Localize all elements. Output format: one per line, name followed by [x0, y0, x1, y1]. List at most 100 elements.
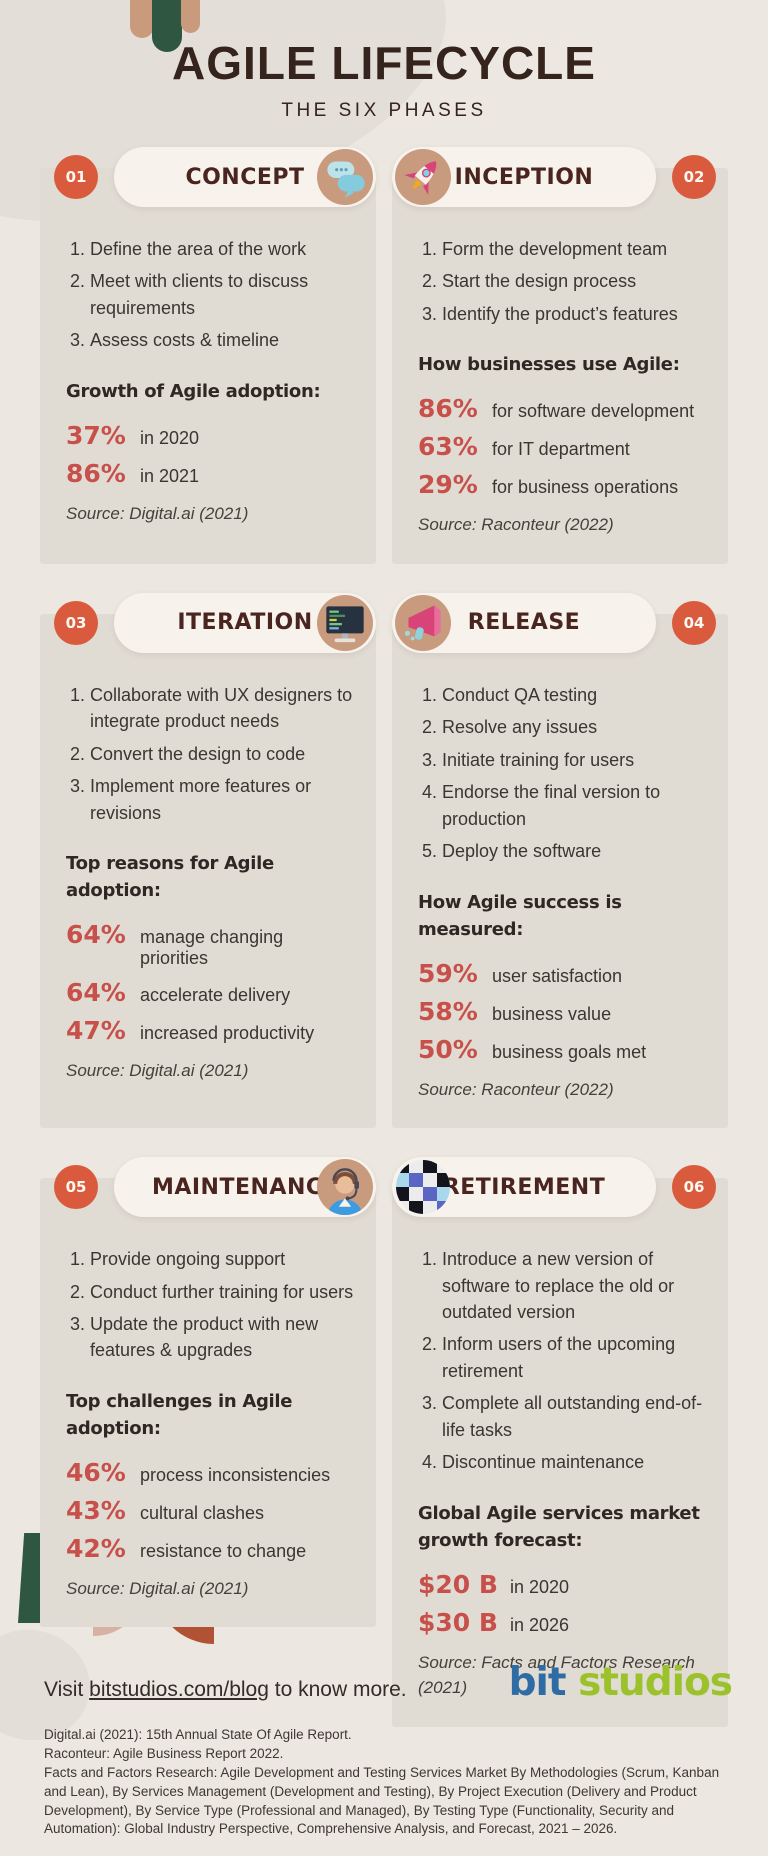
code-screen-icon [317, 594, 373, 651]
page-subtitle: THE SIX PHASES [281, 100, 487, 121]
row-1: 01 CONCEPT Define the area of the work M… [40, 147, 728, 564]
stat-label: for business operations [492, 477, 679, 498]
phase-number-badge: 05 [54, 1165, 98, 1210]
stat-label: resistance to change [140, 1540, 307, 1561]
phase-pill: INCEPTION [392, 147, 656, 207]
stat-label: for software development [492, 401, 695, 422]
row-3: 05 MAINTENANCE Provide ongoing support C… [40, 1157, 728, 1727]
steps-list: Provide ongoing support Conduct further … [66, 1246, 354, 1364]
stat-item: 58% business value [418, 997, 706, 1026]
leaf-shape-tan-1 [130, 0, 154, 38]
steps-list: Conduct QA testing Resolve any issues In… [418, 682, 706, 865]
step-item: Identify the product’s features [442, 301, 706, 327]
source-note: Source: Raconteur (2022) [418, 1079, 614, 1099]
stat-label: cultural clashes [140, 1502, 265, 1523]
stat-item: 64% accelerate delivery [66, 978, 354, 1007]
phase-number-badge: 03 [54, 600, 98, 645]
stat-value: 50% [418, 1034, 478, 1064]
stat-label: in 2020 [140, 427, 200, 448]
step-item: Complete all outstanding end-of-life tas… [442, 1390, 706, 1443]
stat-value: 86% [418, 394, 478, 424]
phase-number: 05 [65, 1178, 87, 1197]
megaphone-icon [395, 594, 451, 651]
logo-studios: studios [578, 1660, 733, 1705]
stat-heading: Global Agile services market growth fore… [418, 1502, 700, 1551]
card-retirement: RETIREMENT 06 Introduce a new version of… [392, 1157, 728, 1727]
step-item: Define the area of the work [90, 236, 354, 262]
stat-value: 43% [66, 1495, 126, 1525]
stat-value: 58% [418, 996, 478, 1026]
stat-value: 42% [66, 1533, 126, 1563]
steps-list: Define the area of the work Meet with cl… [66, 236, 354, 354]
stats-list: 37% in 2020 86% in 2021 [66, 421, 354, 488]
steps-list: Form the development team Start the desi… [418, 236, 706, 327]
source-note: Source: Facts and Factors Research (2021… [418, 1652, 695, 1698]
stats-list: 46% process inconsistencies 43% cultural c… [66, 1458, 354, 1563]
footnote-item: Digital.ai (2021): 15th Annual State Of … [44, 1727, 352, 1742]
step-item: Assess costs & timeline [90, 327, 354, 353]
step-item: Meet with clients to discuss requirement… [90, 268, 354, 321]
card-iteration: 03 ITERATION Collaborate with UX designe… [40, 592, 376, 1129]
card-maintenance: 05 MAINTENANCE Provide ongoing support C… [40, 1157, 376, 1628]
step-item: Discontinue maintenance [442, 1449, 706, 1475]
stat-value: $20 B [418, 1569, 498, 1599]
chat-icon [317, 149, 373, 205]
card-release-header: RELEASE 04 [392, 592, 728, 653]
stat-item: 47% increased productivity [66, 1016, 354, 1045]
stat-label: business goals met [492, 1041, 647, 1062]
stat-item: 29% for business operations [418, 470, 706, 499]
stat-item: 64% manage changing priorities [66, 920, 354, 969]
row-2: 03 ITERATION Collaborate with UX designe… [40, 592, 728, 1129]
stat-label: accelerate delivery [140, 985, 291, 1006]
stat-label: for IT department [492, 439, 630, 460]
phase-title: INCEPTION [454, 164, 594, 190]
phase-title: ITERATION [177, 610, 313, 636]
stat-value: 37% [66, 420, 126, 450]
blog-link[interactable]: bitstudios.com/blog [89, 1678, 269, 1701]
stat-item: 42% resistance to change [66, 1534, 354, 1563]
stat-value: 46% [66, 1457, 126, 1487]
card-release: RELEASE 04 Conduct QA testing Resolve an… [392, 592, 728, 1129]
source-note: Source: Raconteur (2022) [418, 515, 614, 535]
phase-number: 03 [65, 613, 87, 632]
checkered-flag-icon [395, 1159, 451, 1215]
stat-item: 37% in 2020 [66, 421, 354, 450]
footnote-item: Raconteur: Agile Business Report 2022. [44, 1745, 284, 1761]
phase-title: MAINTENANCE [151, 1174, 339, 1200]
stat-item: 59% user satisfaction [418, 959, 706, 988]
page-title: AGILE LIFECYCLE [172, 37, 596, 89]
card-retirement-header: RETIREMENT 06 [392, 1157, 728, 1218]
stat-heading: How businesses use Agile: [418, 354, 680, 376]
card-concept-header: 01 CONCEPT [40, 147, 376, 207]
stat-item: 50% business goals met [418, 1035, 706, 1064]
card-inception: INCEPTION 02 Form the development team S… [392, 147, 728, 564]
stats-list: 64% manage changing priorities 64% acceler… [66, 920, 354, 1045]
step-item: Conduct further training for users [90, 1279, 354, 1305]
step-item: Deploy the software [442, 838, 706, 864]
stat-heading: Top challenges in Agile adoption: [66, 1390, 293, 1439]
rocket-icon [395, 149, 451, 205]
phase-number: 01 [65, 168, 87, 186]
phase-number: 02 [683, 168, 705, 186]
stat-label: business value [492, 1003, 612, 1024]
step-item: Resolve any issues [442, 714, 706, 740]
card-maintenance-header: 05 MAINTENANCE [40, 1157, 376, 1218]
stat-value: $30 B [418, 1607, 498, 1637]
stat-label: user satisfaction [492, 965, 623, 986]
visit-suffix: to know more. [268, 1678, 407, 1701]
phase-number-badge: 02 [672, 155, 716, 199]
brand-logo: bit studios [509, 1660, 733, 1705]
phase-pill: MAINTENANCE [114, 1157, 376, 1218]
phase-number-badge: 01 [54, 155, 98, 199]
stat-value: 29% [418, 470, 478, 500]
step-item: Implement more features or revisions [90, 773, 354, 826]
source-note: Source: Digital.ai (2021) [66, 1061, 249, 1081]
stats-list: 86% for software development 63% for IT de… [418, 394, 706, 499]
phase-title: CONCEPT [185, 164, 305, 190]
phase-number-badge: 06 [672, 1165, 716, 1210]
stat-item: $30 B in 2026 [418, 1608, 706, 1637]
phase-number-badge: 04 [672, 600, 716, 645]
step-item: Start the design process [442, 268, 706, 294]
steps-list: Collaborate with UX designers to integra… [66, 682, 354, 826]
footnote-item: Facts and Factors Research: Agile Develo… [44, 1764, 720, 1837]
